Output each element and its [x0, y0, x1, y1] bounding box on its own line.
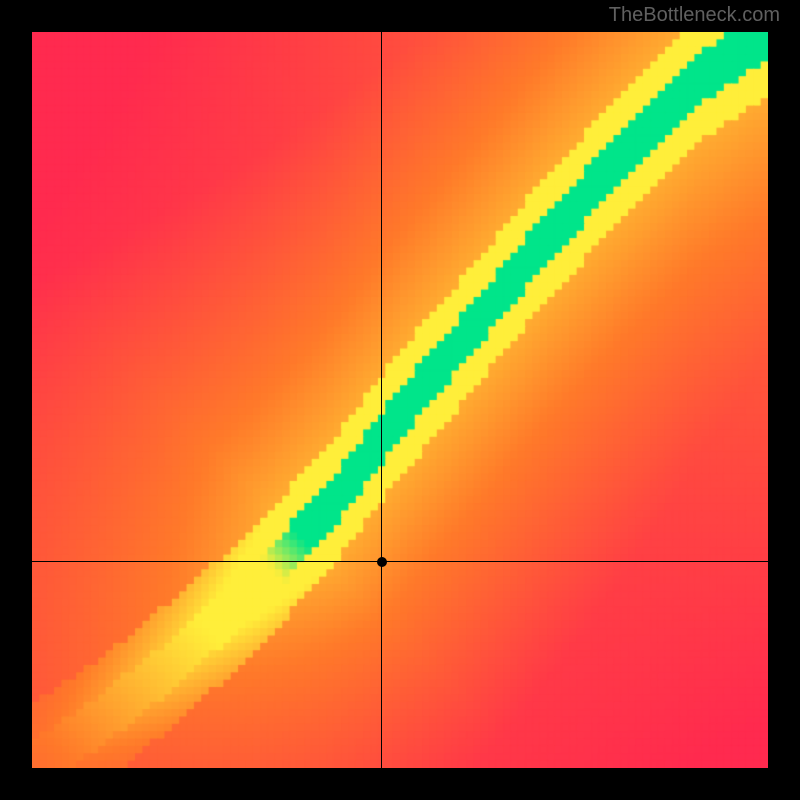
crosshair-vertical: [381, 32, 382, 768]
plot-area: [32, 32, 768, 768]
crosshair-marker: [377, 557, 387, 567]
bottleneck-heatmap: [32, 32, 768, 768]
watermark-text: TheBottleneck.com: [609, 4, 780, 27]
crosshair-horizontal: [32, 561, 768, 562]
